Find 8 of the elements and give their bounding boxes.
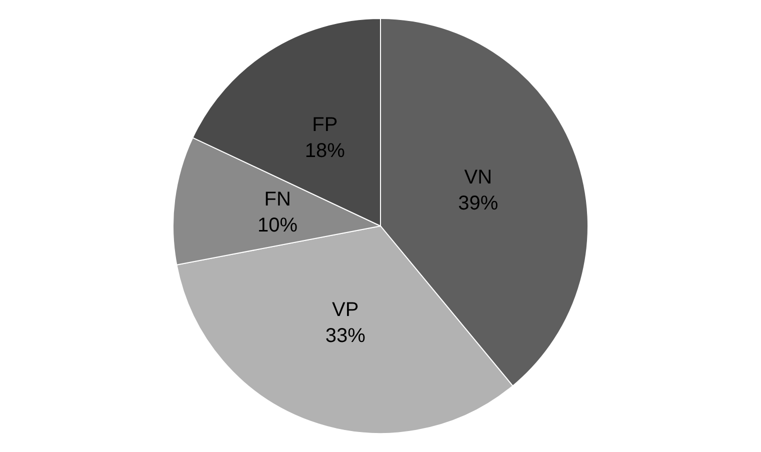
data-label: 33%: [325, 325, 366, 348]
slice-label: VN: [464, 166, 492, 188]
slice-label: FN: [264, 188, 291, 211]
data-label: 10%: [258, 214, 298, 237]
slice-label: FP: [312, 114, 338, 136]
data-label: 18%: [304, 140, 346, 162]
data-label: 39%: [458, 192, 498, 214]
slice-label: VP: [332, 299, 359, 322]
